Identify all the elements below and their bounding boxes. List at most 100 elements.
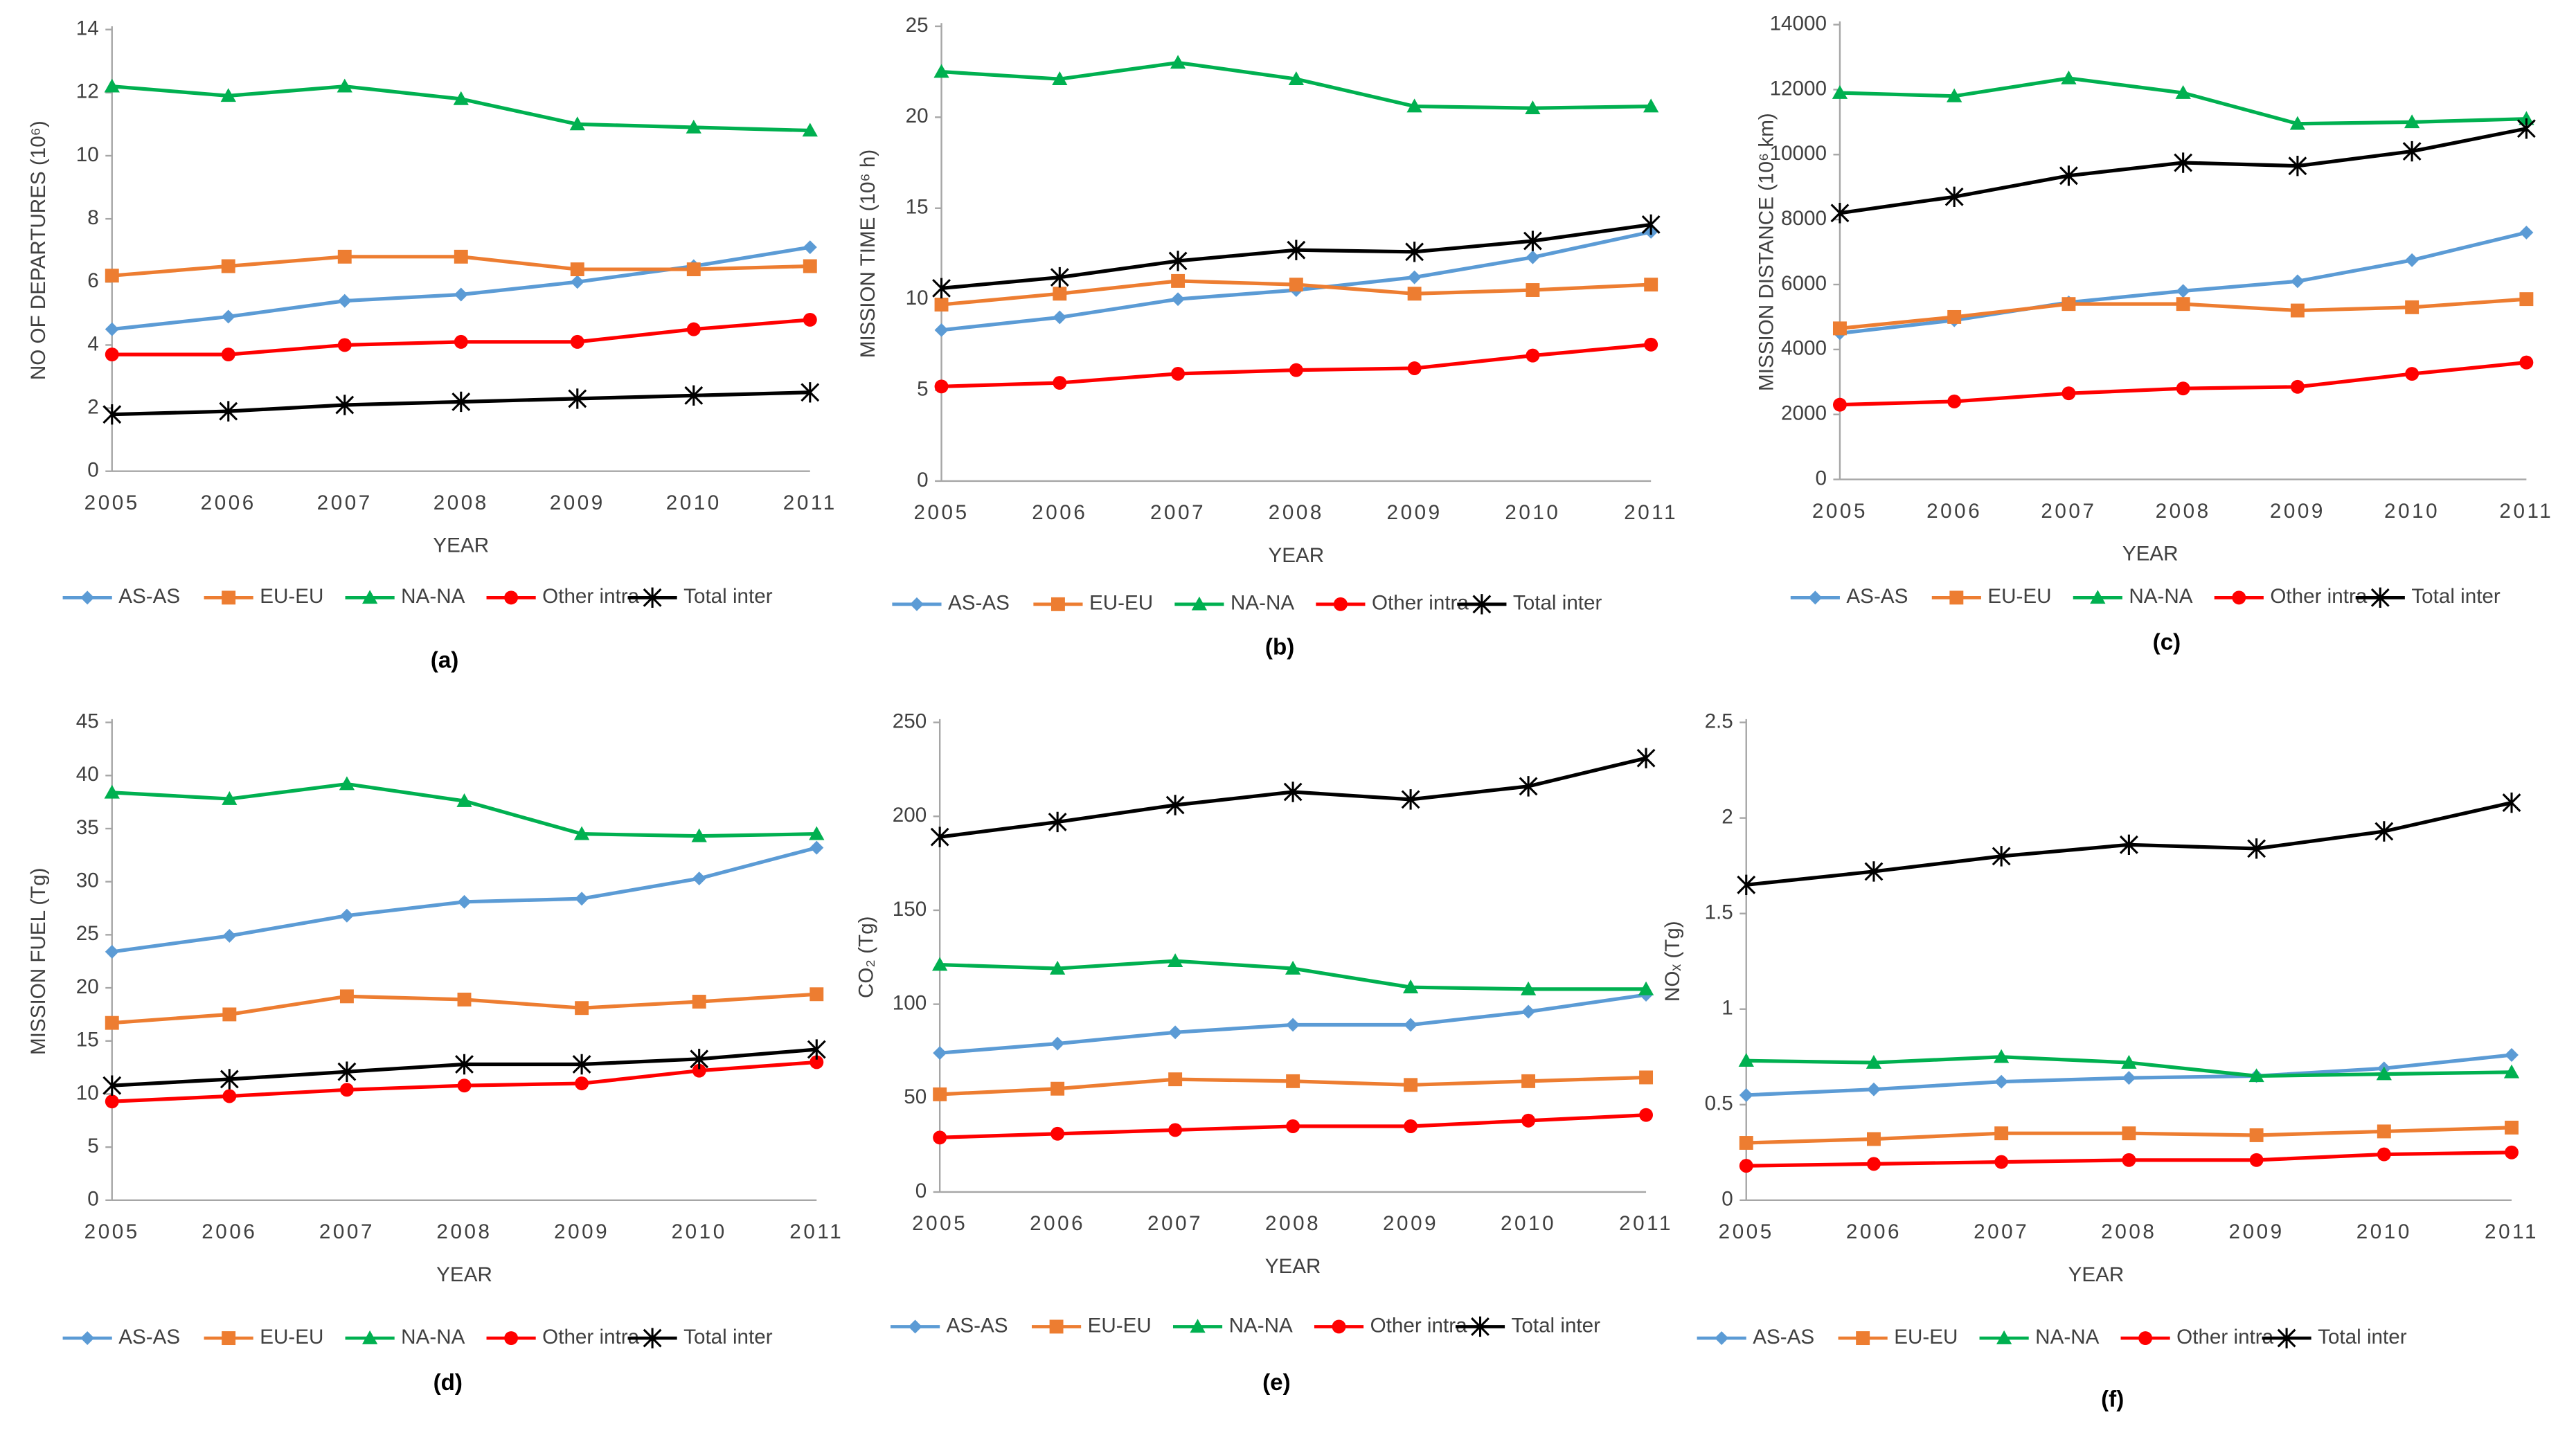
data-point [570, 334, 584, 349]
panel-caption: (b) [1265, 635, 1294, 660]
star-stroke [930, 827, 949, 847]
data-point [1738, 1053, 1754, 1067]
data-point [2290, 379, 2305, 394]
data-point [2061, 386, 2076, 401]
data-point [2175, 84, 2191, 99]
data-point [1167, 953, 1183, 967]
legend-marker [2138, 1331, 2153, 1346]
data-point [1050, 1126, 1065, 1141]
x-tick-label: 2009 [1383, 1212, 1438, 1235]
data-point [1168, 1123, 1183, 1137]
y-tick-label: 150 [893, 898, 927, 921]
legend-label: AS-AS [118, 585, 180, 608]
legend-marker [1472, 594, 1492, 615]
data-point [1994, 1049, 2010, 1063]
data-point [1401, 789, 1420, 810]
data-point [570, 262, 584, 277]
star-stroke [1864, 861, 1884, 882]
data-point [1526, 250, 1540, 264]
data-point [1289, 363, 1303, 377]
y-tick-label: 1 [1721, 997, 1733, 1020]
x-tick-label: 2006 [1926, 500, 1982, 523]
data-point [686, 119, 701, 134]
legend-marker [908, 1319, 922, 1334]
y-axis-title: NO OF DEPARTURES (10⁶) [27, 120, 50, 380]
legend-marker [1949, 590, 1964, 605]
data-point [2248, 1068, 2264, 1083]
data-point [2505, 1120, 2519, 1135]
data-point [2405, 253, 2420, 267]
legend-label: NA-NA [2035, 1326, 2099, 1348]
data-point [1165, 795, 1185, 815]
data-point [337, 338, 352, 352]
star-stroke [102, 1075, 122, 1096]
x-tick-label: 2006 [201, 491, 256, 514]
x-tick-label: 2009 [554, 1220, 609, 1243]
y-tick-label: 6000 [1781, 272, 1827, 295]
data-point [105, 944, 119, 959]
x-tick-label: 2008 [433, 491, 489, 514]
data-point [221, 348, 235, 362]
y-tick-label: 5 [87, 1135, 98, 1157]
x-tick-label: 2006 [202, 1220, 257, 1243]
x-tick-label: 2005 [912, 1212, 967, 1235]
data-point [1643, 98, 1659, 113]
data-point [686, 262, 701, 277]
legend-marker [2232, 590, 2246, 605]
data-point [1866, 1082, 1881, 1096]
data-point [337, 1061, 357, 1082]
data-point [690, 1049, 709, 1070]
legend-label: Total inter [1513, 592, 1602, 615]
data-point [686, 322, 701, 336]
panel-caption: (a) [431, 648, 459, 674]
x-tick-label: 2008 [1265, 1212, 1321, 1235]
y-tick-label: 10000 [1770, 142, 1827, 165]
data-point [1739, 1159, 1753, 1173]
data-point [221, 309, 235, 324]
data-point [1523, 231, 1542, 251]
x-tick-label: 2008 [2156, 500, 2211, 523]
data-point [1992, 846, 2011, 867]
data-point [1832, 397, 1847, 412]
x-tick-label: 2010 [1505, 501, 1560, 524]
data-point [219, 401, 238, 422]
star-stroke [2370, 587, 2390, 608]
x-tick-label: 2006 [1030, 1212, 1085, 1235]
panel: 0 5 10 15 20 25 2005 2006 2007 2008 2009 2010 2011 YE… [857, 14, 1676, 660]
legend-label: EU-EU [1987, 585, 2051, 608]
data-point [1048, 811, 1067, 833]
star-stroke [1636, 748, 1656, 768]
y-tick-label: 15 [76, 1029, 99, 1052]
data-point [932, 957, 948, 971]
data-point [222, 791, 238, 805]
x-tick-label: 2007 [2041, 500, 2096, 523]
legend-marker [80, 590, 95, 605]
star-stroke [1405, 242, 1424, 262]
data-point [104, 784, 120, 799]
data-point [456, 793, 472, 807]
legend-marker [643, 587, 662, 608]
legend-label: EU-EU [260, 585, 323, 608]
star-stroke [2277, 1328, 2296, 1348]
data-point [2377, 1147, 2391, 1162]
star-stroke [220, 1069, 239, 1090]
data-point [1947, 394, 1962, 408]
legend-label: NA-NA [401, 585, 465, 608]
data-point [2249, 1153, 2264, 1167]
data-point [2502, 792, 2521, 813]
data-point [2122, 1153, 2136, 1167]
data-point [105, 348, 119, 362]
data-point [1947, 309, 1962, 324]
data-point [1168, 1072, 1183, 1087]
data-point [2289, 116, 2306, 130]
star-stroke [2516, 118, 2536, 139]
data-point [810, 987, 824, 1002]
star-stroke [1944, 186, 1964, 208]
data-point [337, 249, 352, 264]
legend-label: NA-NA [401, 1326, 465, 1348]
data-point [2061, 297, 2076, 312]
data-point [1641, 214, 1661, 235]
y-tick-label: 1.5 [1705, 901, 1733, 924]
legend-label: Other intra [2270, 585, 2367, 608]
legend-label: Other intra [1370, 1314, 1467, 1337]
